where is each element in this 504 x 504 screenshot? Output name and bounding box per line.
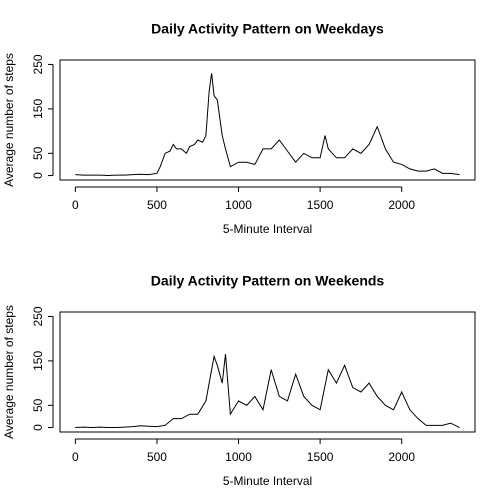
x-tick-label: 0: [72, 450, 79, 464]
chart-title: Daily Activity Pattern on Weekdays: [151, 21, 384, 37]
y-tick-label: 0: [31, 424, 45, 431]
x-tick-label: 2000: [388, 198, 415, 212]
x-axis-label: 5-Minute Interval: [223, 222, 312, 236]
x-axis-label: 5-Minute Interval: [223, 474, 312, 488]
x-tick-label: 2000: [388, 450, 415, 464]
y-tick-label: 150: [31, 99, 45, 119]
x-tick-label: 0: [72, 198, 79, 212]
x-tick-label: 1500: [307, 198, 334, 212]
y-tick-label: 50: [31, 146, 45, 160]
y-tick-label: 0: [31, 172, 45, 179]
y-tick-label: 50: [31, 398, 45, 412]
x-tick-label: 1000: [225, 198, 252, 212]
y-tick-label: 250: [31, 54, 45, 74]
y-tick-label: 150: [31, 351, 45, 371]
data-line: [75, 73, 460, 177]
data-line: [75, 354, 460, 429]
y-axis-label: Average number of steps: [2, 53, 16, 187]
y-axis-label: Average number of steps: [2, 305, 16, 439]
plot-box: [59, 59, 476, 181]
plot-box: [59, 311, 476, 433]
x-tick-label: 500: [147, 198, 167, 212]
x-tick-label: 500: [147, 450, 167, 464]
x-tick-label: 1000: [225, 450, 252, 464]
x-tick-label: 1500: [307, 450, 334, 464]
y-tick-label: 250: [31, 306, 45, 326]
chart-title: Daily Activity Pattern on Weekends: [151, 273, 385, 289]
